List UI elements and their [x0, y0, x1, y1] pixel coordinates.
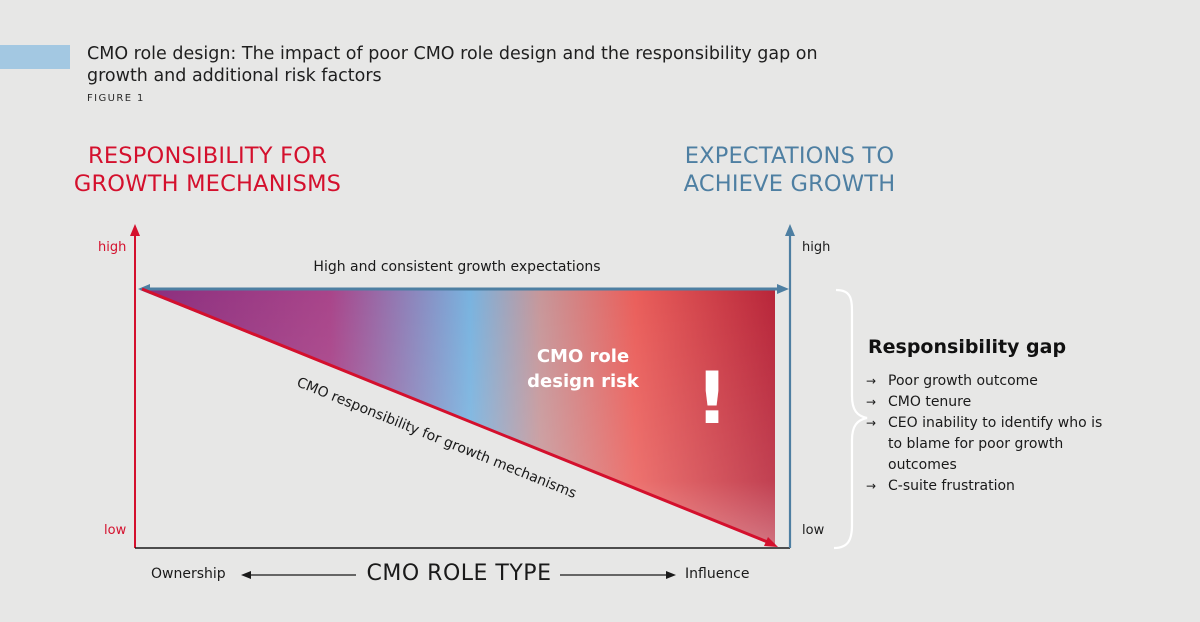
x-axis-title: CMO ROLE TYPE: [366, 561, 552, 586]
list-item: → Poor growth outcome: [864, 371, 1104, 392]
figure-title: CMO role design: The impact of poor CMO …: [87, 44, 818, 86]
responsibility-arrowhead: [764, 537, 778, 547]
right-axis-heading: EXPECTATIONS TO ACHIEVE GROWTH: [683, 143, 896, 197]
x-axis-left-label: Ownership: [151, 566, 226, 582]
arrow-right-icon: →: [866, 395, 877, 409]
x-axis-right-label: Influence: [685, 566, 750, 582]
expectations-line-label: High and consistent growth expectations: [313, 259, 600, 275]
list-item: → C-suite frustration: [864, 476, 1104, 497]
risk-label-line2: design risk: [527, 371, 640, 392]
responsibility-gap-list: → Poor growth outcome → CMO tenure → CEO in…: [864, 371, 1104, 497]
left-axis-arrowhead: [130, 224, 140, 236]
left-axis-low-label: low: [104, 523, 127, 538]
list-item: → CMO tenure: [864, 392, 1104, 413]
right-axis-high-label: high: [802, 240, 831, 255]
x-axis-right-arrow: [560, 571, 676, 579]
figure-label: FIGURE 1: [87, 93, 145, 104]
left-vertical-axis: [130, 224, 140, 548]
responsibility-line: [141, 287, 778, 547]
right-vertical-axis: [785, 224, 795, 548]
right-axis-arrowhead: [785, 224, 795, 236]
responsibility-gap-title: Responsibility gap: [868, 336, 1067, 358]
exclamation-icon: !: [696, 356, 729, 440]
x-axis-left-arrow: [241, 571, 356, 579]
responsibility-gap-brace: [833, 288, 868, 550]
left-axis-high-label: high: [98, 240, 127, 255]
left-axis-heading: RESPONSIBILITY FOR GROWTH MECHANISMS: [73, 143, 342, 197]
arrow-right-icon: →: [866, 416, 877, 430]
list-item: → CEO inability to identify who is to bla…: [866, 415, 1103, 473]
right-axis-low-label: low: [802, 523, 825, 538]
arrow-right-icon: →: [866, 479, 877, 493]
arrow-right-icon: →: [866, 374, 877, 388]
expectations-arrow-right: [777, 284, 789, 294]
risk-label-line1: CMO role: [537, 346, 629, 367]
title-accent-bar: [0, 45, 70, 69]
